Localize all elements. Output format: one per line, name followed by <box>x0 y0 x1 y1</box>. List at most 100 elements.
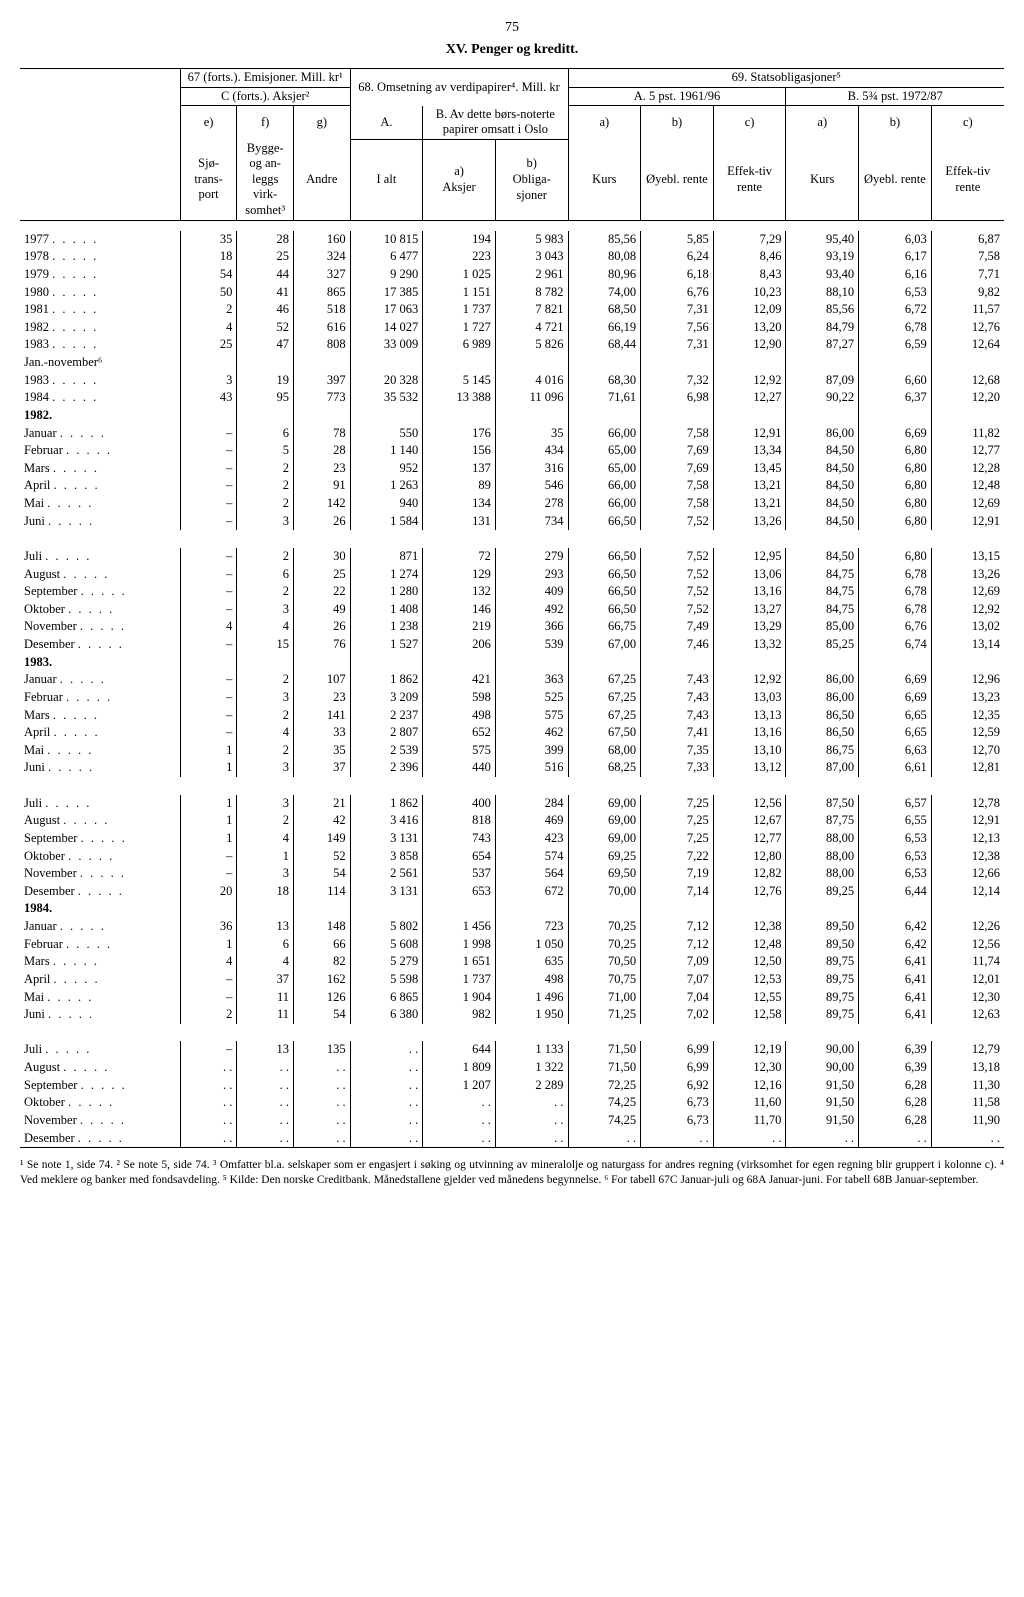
cell: 8,43 <box>713 266 786 284</box>
cell: 66,00 <box>568 495 641 513</box>
row-stub: Mai . . . . . <box>20 495 180 513</box>
table-row: Desember . . . . .20181143 13165367270,0… <box>20 883 1004 901</box>
cell: . . <box>293 1130 350 1148</box>
cell: 7,29 <box>713 231 786 249</box>
cell: 6,41 <box>859 1006 932 1024</box>
cell: 2 <box>237 548 294 566</box>
cell: 324 <box>293 248 350 266</box>
cell: 2 <box>237 495 294 513</box>
row-stub: Juni . . . . . <box>20 759 180 777</box>
cell: 7,46 <box>641 636 714 654</box>
cell: . . <box>293 1094 350 1112</box>
cell: 316 <box>495 460 568 478</box>
cell: 7,12 <box>641 918 714 936</box>
cell: 114 <box>293 883 350 901</box>
cell: . . <box>350 1077 423 1095</box>
cell: 4 <box>237 953 294 971</box>
cell: 4 721 <box>495 319 568 337</box>
row-stub: 1979 . . . . . <box>20 266 180 284</box>
row-stub: September . . . . . <box>20 830 180 848</box>
cell: 11,58 <box>931 1094 1004 1112</box>
cell: 89,25 <box>786 883 859 901</box>
cell: 13,13 <box>713 707 786 725</box>
cell: 18 <box>237 883 294 901</box>
cell: 13,23 <box>931 689 1004 707</box>
cell: – <box>180 495 237 513</box>
table-row: Desember . . . . .–15761 52720653967,007… <box>20 636 1004 654</box>
cell: 13,15 <box>931 548 1004 566</box>
cell: 575 <box>495 707 568 725</box>
cell: . . <box>180 1094 237 1112</box>
table-row: September . . . . .141493 13174342369,00… <box>20 830 1004 848</box>
cell: 2 807 <box>350 724 423 742</box>
cell: 6,72 <box>859 301 932 319</box>
cell: 11,30 <box>931 1077 1004 1095</box>
cell: 6,16 <box>859 266 932 284</box>
cell: 6 477 <box>350 248 423 266</box>
table-row: Februar . . . . .16665 6081 9981 05070,2… <box>20 936 1004 954</box>
cell: 156 <box>423 442 496 460</box>
table-row: Juli . . . . .–2308717227966,507,5212,95… <box>20 548 1004 566</box>
cell: 37 <box>237 971 294 989</box>
cell: 11 <box>237 989 294 1007</box>
cell: 90,00 <box>786 1041 859 1059</box>
cell: 1 238 <box>350 618 423 636</box>
row-stub: Mars . . . . . <box>20 953 180 971</box>
cell: 70,50 <box>568 953 641 971</box>
cell: 12,96 <box>931 671 1004 689</box>
cell: 1 <box>237 848 294 866</box>
cell: 12,90 <box>713 336 786 354</box>
cell: 7,43 <box>641 671 714 689</box>
cell: 6,69 <box>859 671 932 689</box>
cell: 518 <box>293 301 350 319</box>
cell: 2 <box>180 301 237 319</box>
cell: 546 <box>495 477 568 495</box>
cell: 4 016 <box>495 372 568 390</box>
cell: 12,56 <box>713 795 786 813</box>
cell: 7,25 <box>641 795 714 813</box>
cell: 6,80 <box>859 548 932 566</box>
row-stub: November . . . . . <box>20 1112 180 1130</box>
cell: 88,10 <box>786 284 859 302</box>
cell: 818 <box>423 812 496 830</box>
cell: 434 <box>495 442 568 460</box>
cell: 6,73 <box>641 1094 714 1112</box>
cell: 80,08 <box>568 248 641 266</box>
cell: 91,50 <box>786 1077 859 1095</box>
cell: 672 <box>495 883 568 901</box>
cell: 4 <box>237 830 294 848</box>
cell: 11,70 <box>713 1112 786 1130</box>
cell: – <box>180 671 237 689</box>
cell: 6,69 <box>859 425 932 443</box>
cell: 68,30 <box>568 372 641 390</box>
cell: 12,16 <box>713 1077 786 1095</box>
cell: 12,91 <box>713 425 786 443</box>
cell: 85,56 <box>786 301 859 319</box>
cell: 12,38 <box>713 918 786 936</box>
cell: 86,00 <box>786 689 859 707</box>
cell: 70,75 <box>568 971 641 989</box>
cell: 6,28 <box>859 1112 932 1130</box>
row-stub: 1982. <box>20 407 180 425</box>
row-stub: August . . . . . <box>20 812 180 830</box>
cell: 1 809 <box>423 1059 496 1077</box>
cell: – <box>180 865 237 883</box>
cell: 11 096 <box>495 389 568 407</box>
cell: 46 <box>237 301 294 319</box>
cell: 6,87 <box>931 231 1004 249</box>
cell: 88,00 <box>786 848 859 866</box>
cell: 7,69 <box>641 442 714 460</box>
cell: 423 <box>495 830 568 848</box>
cell: 4 <box>180 953 237 971</box>
cell: 3 131 <box>350 830 423 848</box>
cell: 141 <box>293 707 350 725</box>
cell: 2 237 <box>350 707 423 725</box>
cell: 574 <box>495 848 568 866</box>
cell: 30 <box>293 548 350 566</box>
cell: 89,50 <box>786 936 859 954</box>
cell: 12,14 <box>931 883 1004 901</box>
cell: 6,74 <box>859 636 932 654</box>
cell: 6,42 <box>859 936 932 954</box>
cell: 12,58 <box>713 1006 786 1024</box>
cell: 15 <box>237 636 294 654</box>
